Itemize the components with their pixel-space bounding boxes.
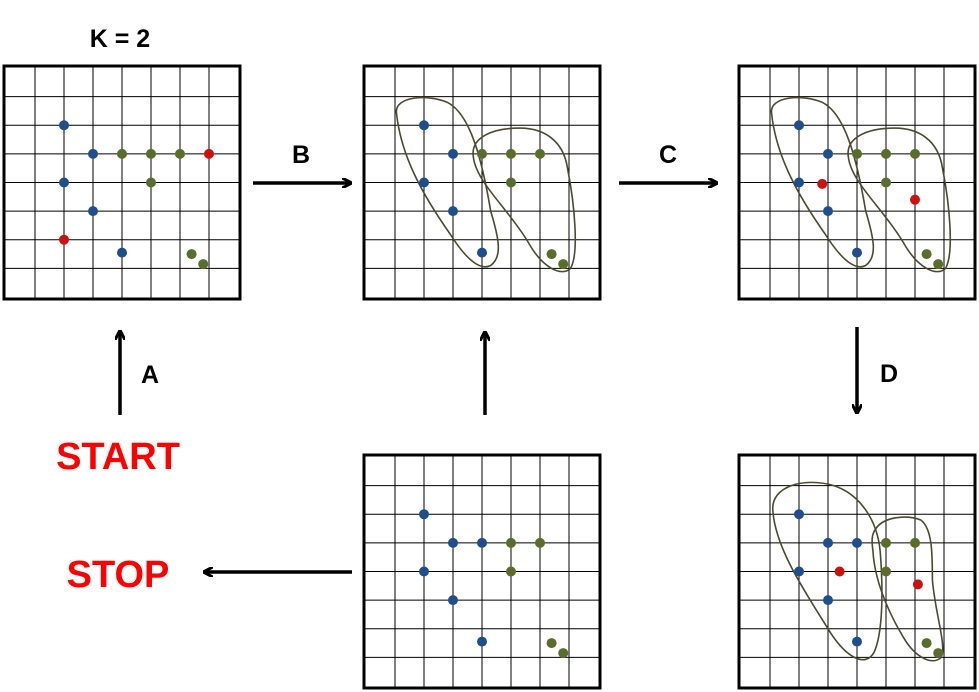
data-point-green [881, 177, 891, 188]
panel-2 [362, 64, 602, 301]
data-point-green [506, 148, 516, 159]
data-point-blue [419, 120, 429, 131]
data-point-blue [419, 509, 429, 520]
data-point-green [852, 148, 862, 159]
cluster-outline-green-right [847, 127, 952, 273]
data-point-green [933, 648, 944, 659]
step-label-c: C [659, 141, 677, 169]
data-point-blue [852, 636, 862, 647]
data-point-green [921, 638, 932, 649]
data-point-blue [823, 595, 833, 606]
data-point-blue [88, 206, 98, 217]
data-point-blue [823, 537, 833, 548]
title-k: K = 2 [90, 25, 150, 53]
start-label: START [56, 436, 180, 478]
centroid-point [204, 148, 214, 159]
data-point-blue [448, 206, 458, 217]
data-point-green [910, 148, 920, 159]
data-point-blue [794, 120, 804, 131]
cluster-outline-blue-wide [772, 481, 883, 661]
data-point-green [881, 566, 891, 577]
step-label-b: B [292, 141, 310, 169]
centroid-point [59, 234, 69, 245]
data-point-blue [448, 595, 458, 606]
data-point-blue [823, 148, 833, 159]
data-point-blue [852, 537, 862, 548]
data-point-green [546, 249, 557, 260]
data-point-blue [477, 247, 487, 258]
cluster-outline-green-right [472, 127, 577, 273]
data-point-blue [823, 206, 833, 217]
data-point-green [175, 148, 185, 159]
data-point-green [535, 148, 545, 159]
data-point-green [506, 537, 516, 548]
data-point-blue [852, 247, 862, 258]
stop-label: STOP [67, 554, 170, 596]
data-point-blue [59, 120, 69, 131]
data-point-green [546, 638, 557, 649]
data-point-blue [794, 566, 804, 577]
centroid-point [912, 579, 923, 590]
panel-border [737, 453, 977, 690]
centroid-point [910, 194, 920, 205]
data-point-blue [477, 636, 487, 647]
data-point-blue [419, 177, 429, 188]
data-point-blue [88, 148, 98, 159]
data-point-green [198, 259, 209, 270]
data-point-green [506, 566, 516, 577]
data-point-blue [477, 537, 487, 548]
panel-border [362, 453, 602, 690]
panel-border [2, 64, 242, 301]
data-point-blue [448, 148, 458, 159]
data-point-green [477, 148, 487, 159]
arrows [120, 183, 857, 572]
data-point-green [933, 259, 944, 270]
panels [2, 64, 977, 690]
data-point-blue [419, 566, 429, 577]
cluster-outline-green-narrow [871, 516, 944, 662]
step-label-d: D [880, 360, 898, 388]
data-point-green [881, 537, 891, 548]
data-point-green [117, 148, 127, 159]
data-point-blue [794, 509, 804, 520]
data-point-green [146, 148, 156, 159]
data-point-green [921, 249, 932, 260]
data-point-blue [448, 537, 458, 548]
data-point-green [881, 148, 891, 159]
data-point-green [506, 177, 516, 188]
data-point-green [910, 537, 920, 548]
panel-border [737, 64, 977, 301]
panel-5 [737, 453, 977, 690]
data-point-green [186, 249, 197, 260]
cluster-outline-blue-left [395, 96, 500, 268]
panel-3 [737, 64, 977, 301]
cluster-outline-blue-left [770, 96, 875, 268]
centroid-point [817, 178, 828, 189]
data-point-blue [794, 177, 804, 188]
panel-border [362, 64, 602, 301]
panel-1 [2, 64, 242, 301]
data-point-green [558, 648, 569, 659]
step-label-a: A [141, 361, 159, 389]
data-point-green [558, 259, 569, 270]
data-point-green [146, 177, 156, 188]
data-point-blue [59, 177, 69, 188]
data-point-green [535, 537, 545, 548]
centroid-point [834, 566, 845, 577]
data-point-blue [117, 247, 127, 258]
panel-4 [362, 453, 602, 690]
